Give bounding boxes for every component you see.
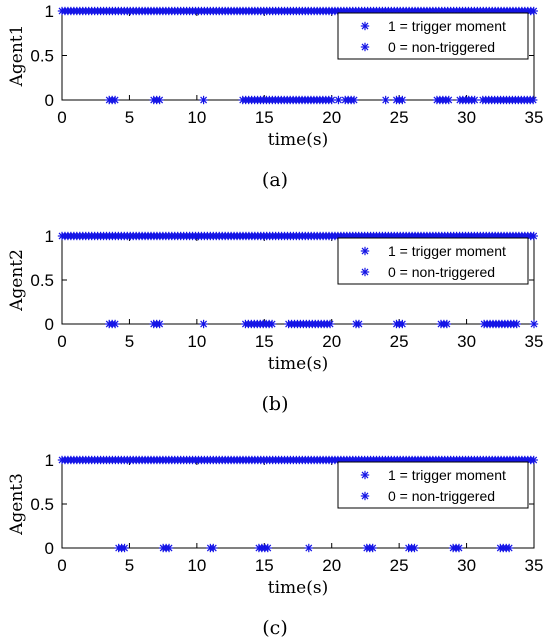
legend-label: 1 = trigger moment [388, 467, 506, 483]
legend: 1 = trigger moment 0 = non-triggered [337, 461, 529, 509]
legend-marker [360, 246, 370, 256]
x-tick-label: 25 [390, 556, 409, 575]
y-tick-label: 0.5 [30, 495, 54, 514]
legend-label: 0 = non-triggered [388, 39, 495, 55]
x-tick-label: 30 [457, 332, 476, 351]
y-tick-label: 0.5 [30, 271, 54, 290]
subplot-1: 0 5 10 15 20 25 30 35 0 0.5 1 time(s) Agent1 1 = trig… [7, 2, 543, 191]
non-trigger-point [470, 95, 479, 105]
x-tick-label: 10 [187, 332, 206, 351]
non-trigger-point [529, 319, 539, 329]
non-trigger-point [381, 95, 390, 105]
y-tick-label: 0.5 [30, 47, 54, 66]
legend-marker [360, 470, 370, 480]
x-tick-label: 20 [322, 332, 341, 351]
x-tick-label: 25 [390, 332, 409, 351]
x-tick-label: 15 [255, 332, 274, 351]
non-trigger-point [110, 95, 120, 105]
x-tick-label: 25 [390, 108, 409, 127]
y-tick-label: 1 [45, 227, 54, 246]
y-tick-label: 0 [45, 91, 54, 110]
non-trigger-point [368, 543, 377, 553]
non-trigger-point [512, 319, 521, 329]
x-tick-label: 30 [457, 108, 476, 127]
x-axis-label: time(s) [268, 354, 328, 374]
non-trigger-point [325, 319, 335, 329]
subfigure-caption: (b) [262, 393, 289, 415]
x-tick-label: 35 [525, 332, 544, 351]
y-tick-label: 1 [45, 2, 54, 21]
legend-marker [360, 491, 370, 501]
x-tick-label: 10 [187, 556, 206, 575]
legend-label: 1 = trigger moment [388, 18, 506, 34]
x-tick-label: 10 [187, 108, 206, 127]
non-trigger-point [110, 319, 120, 329]
non-trigger-point [209, 543, 218, 553]
x-tick-label: 20 [322, 556, 341, 575]
legend-marker [360, 267, 370, 277]
subfigure-caption: (a) [262, 169, 288, 191]
y-axis-label: Agent3 [7, 473, 27, 536]
x-axis-label: time(s) [268, 130, 328, 150]
legend-label: 0 = non-triggered [388, 488, 495, 504]
non-trigger-point [120, 543, 129, 553]
non-trigger-point [199, 95, 208, 105]
subplot-2: 0 5 10 15 20 25 30 35 0 0.5 1 time(s) Agent2 1 = trig… [7, 227, 543, 415]
legend-box [337, 461, 529, 509]
x-tick-label: 15 [255, 556, 274, 575]
non-trigger-point [263, 543, 272, 553]
non-trigger-point [164, 543, 174, 553]
subfigure-caption: (c) [262, 617, 287, 639]
legend-marker [360, 21, 370, 31]
non-trigger-point [410, 543, 419, 553]
non-trigger-point [528, 95, 538, 105]
x-tick-label: 0 [57, 556, 66, 575]
non-trigger-point [442, 319, 452, 329]
legend: 1 = trigger moment 0 = non-triggered [337, 237, 529, 285]
legend-marker [360, 42, 370, 52]
non-trigger-point [334, 95, 343, 105]
non-trigger-point [304, 543, 313, 553]
trigger-point [529, 6, 538, 16]
non-trigger-point [267, 319, 277, 329]
non-trigger-point [199, 319, 208, 329]
x-axis-label: time(s) [268, 578, 328, 598]
trigger-point [529, 231, 538, 241]
legend-label: 0 = non-triggered [388, 264, 495, 280]
legend-box [337, 237, 529, 285]
x-tick-label: 0 [57, 108, 66, 127]
non-trigger-point [354, 319, 364, 329]
x-tick-label: 30 [457, 556, 476, 575]
non-trigger-point [444, 95, 453, 105]
subplot-3: 0 5 10 15 20 25 30 35 0 0.5 1 time(s) Agent3 1 = trig… [7, 451, 543, 639]
x-tick-label: 0 [57, 332, 66, 351]
y-tick-label: 0 [45, 539, 54, 558]
x-tick-label: 5 [125, 108, 134, 127]
x-tick-label: 5 [125, 556, 134, 575]
non-trigger-point [398, 95, 407, 105]
y-axis-label: Agent1 [7, 25, 27, 88]
y-tick-label: 0 [45, 315, 54, 334]
non-trigger-point [398, 319, 407, 329]
x-tick-label: 20 [322, 108, 341, 127]
x-tick-label: 35 [525, 108, 544, 127]
series-markers [57, 455, 538, 553]
non-trigger-point [155, 95, 164, 105]
trigger-point [529, 455, 538, 465]
legend-box [337, 12, 529, 60]
x-tick-label: 5 [125, 332, 134, 351]
non-trigger-point [155, 319, 164, 329]
x-tick-label: 35 [525, 556, 544, 575]
legend: 1 = trigger moment 0 = non-triggered [337, 12, 529, 60]
y-tick-label: 1 [45, 451, 54, 470]
x-tick-label: 15 [255, 108, 274, 127]
non-trigger-point [349, 95, 359, 105]
non-trigger-point [454, 543, 464, 553]
legend-label: 1 = trigger moment [388, 243, 506, 259]
non-trigger-point [504, 543, 514, 553]
y-axis-label: Agent2 [7, 249, 27, 312]
